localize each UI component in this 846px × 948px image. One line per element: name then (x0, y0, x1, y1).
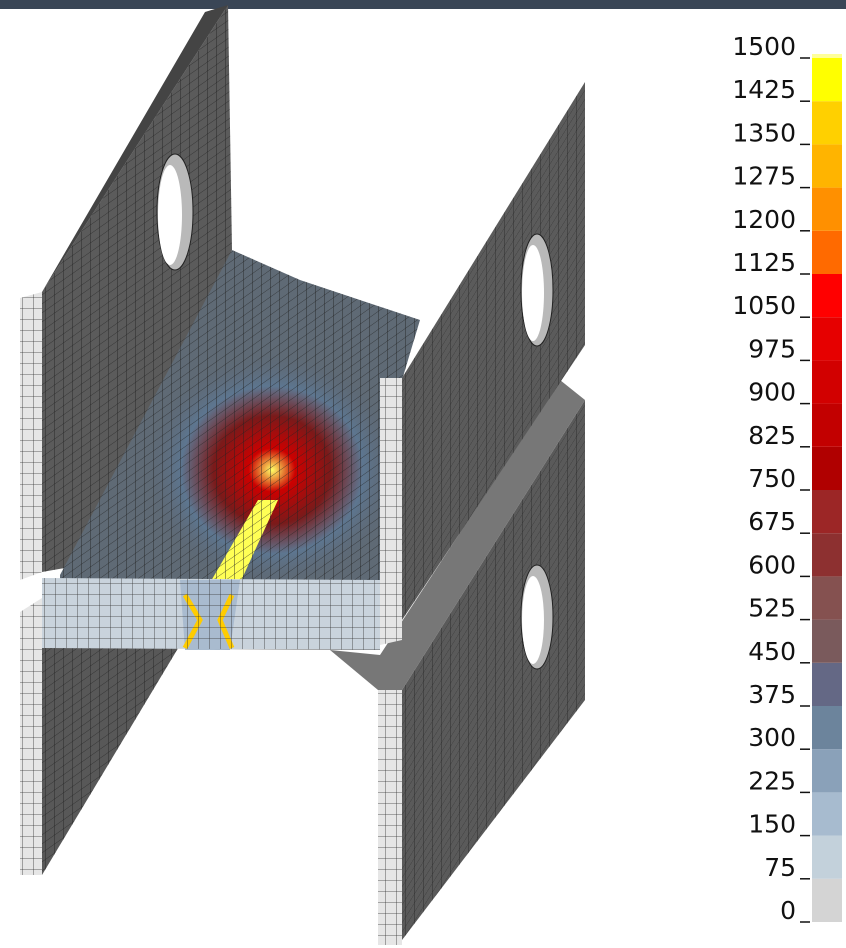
color-band (812, 144, 842, 187)
title-bar (0, 0, 846, 9)
tick-label: 525 (748, 594, 796, 623)
tick-label: 1275 (732, 162, 796, 191)
tick-label: 1425 (732, 75, 796, 104)
tick-label: 375 (748, 680, 796, 709)
color-band (812, 620, 842, 663)
hole-inner (522, 245, 544, 341)
edge-mesh (20, 598, 42, 875)
edge-mesh (20, 292, 42, 580)
tick-label: 300 (748, 723, 796, 752)
color-band (812, 706, 842, 749)
color-band (812, 749, 842, 792)
edge-mesh (378, 690, 402, 945)
color-band (812, 231, 842, 274)
color-band (812, 54, 842, 58)
tick-label: 825 (748, 421, 796, 450)
tick-label: 225 (748, 766, 796, 795)
hole-inner (522, 576, 544, 664)
model (20, 5, 585, 945)
color-band (812, 274, 842, 317)
hole-inner (158, 165, 182, 265)
color-band (812, 836, 842, 879)
color-band (812, 188, 842, 231)
tick-label: 1200 (732, 205, 796, 234)
colorbar: 0 75 150 225 300 375 450 525 600 675 750 825 900 975 1… (732, 32, 842, 925)
color-band (812, 576, 842, 619)
viewport: 0 75 150 225 300 375 450 525 600 675 750 825 900 975 1… (0, 0, 846, 948)
color-band (812, 447, 842, 490)
color-band (812, 663, 842, 706)
tick-label: 675 (748, 507, 796, 536)
tick-label: 1050 (732, 291, 796, 320)
tick-label: 1125 (732, 248, 796, 277)
page: {"colorbar": { "ticks": [0, 75, 150, 225… (0, 0, 846, 948)
tick-label: 1350 (732, 118, 796, 147)
color-band (812, 533, 842, 576)
tick-label: 450 (748, 637, 796, 666)
color-band (812, 317, 842, 360)
tick-label: 1500 (732, 32, 796, 61)
tick-label: 600 (748, 550, 796, 579)
color-band (812, 879, 842, 922)
tick-label: 900 (748, 378, 796, 407)
tick-label: 75 (764, 853, 796, 882)
color-band (812, 490, 842, 533)
color-band (812, 360, 842, 403)
color-band (812, 792, 842, 835)
edge-mesh (42, 578, 380, 650)
tick-label: 150 (748, 810, 796, 839)
tick-label: 975 (748, 334, 796, 363)
edge-mesh (380, 378, 402, 645)
color-band (812, 58, 842, 101)
tick-label: 750 (748, 464, 796, 493)
color-band (812, 404, 842, 447)
tick-label: 0 (780, 896, 796, 925)
color-band (812, 101, 842, 144)
